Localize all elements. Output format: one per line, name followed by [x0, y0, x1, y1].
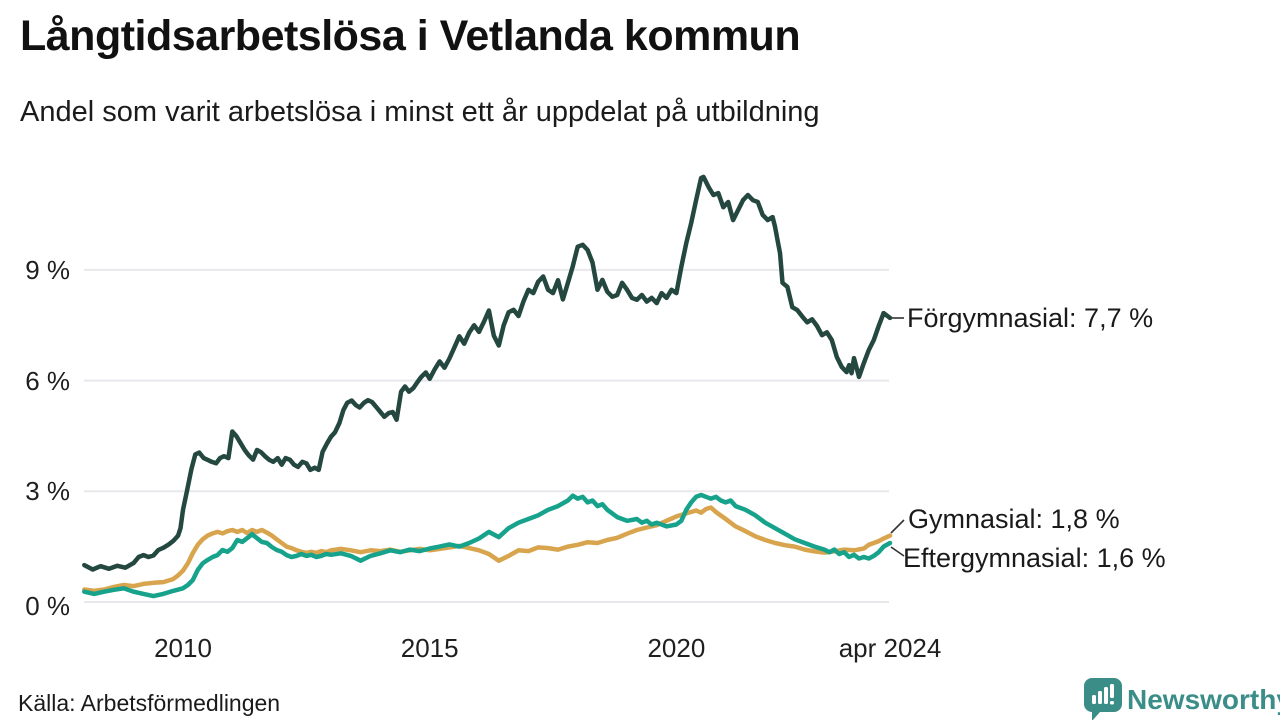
label-connector [890, 546, 905, 557]
series-label-forgymnasial: Förgymnasial: 7,7 % [907, 303, 1154, 333]
newsworthy-brand: Newsworthy [1083, 677, 1280, 720]
x-tick-label: 2020 [647, 633, 706, 663]
y-tick-label: 0 % [25, 591, 70, 621]
y-tick-label: 6 % [25, 365, 70, 396]
newsworthy-logo-text: Newsworthy [1127, 684, 1280, 715]
series-line-förgymnasial [82, 174, 893, 572]
x-tick-label: 2015 [400, 633, 459, 663]
series-line-eftergymnasial [82, 492, 893, 599]
x-tick-label: apr 2024 [838, 633, 942, 663]
series-label-eftergymnasial: Eftergymnasial: 1,6 % [903, 543, 1166, 573]
newsworthy-logo-icon [1084, 678, 1122, 720]
page-title: Långtidsarbetslösa i Vetlanda kommun [20, 12, 801, 60]
label-connector [890, 519, 905, 534]
x-tick-label: 2010 [154, 633, 212, 663]
series-label-gymnasial: Gymnasial: 1,8 % [908, 504, 1120, 534]
series-line-gymnasial [82, 505, 893, 594]
y-tick-label: 9 % [25, 254, 70, 285]
page-subtitle: Andel som varit arbetslösa i minst ett å… [20, 96, 820, 128]
y-tick-label: 3 % [25, 476, 70, 507]
source-note: Källa: Arbetsförmedlingen [18, 690, 281, 716]
